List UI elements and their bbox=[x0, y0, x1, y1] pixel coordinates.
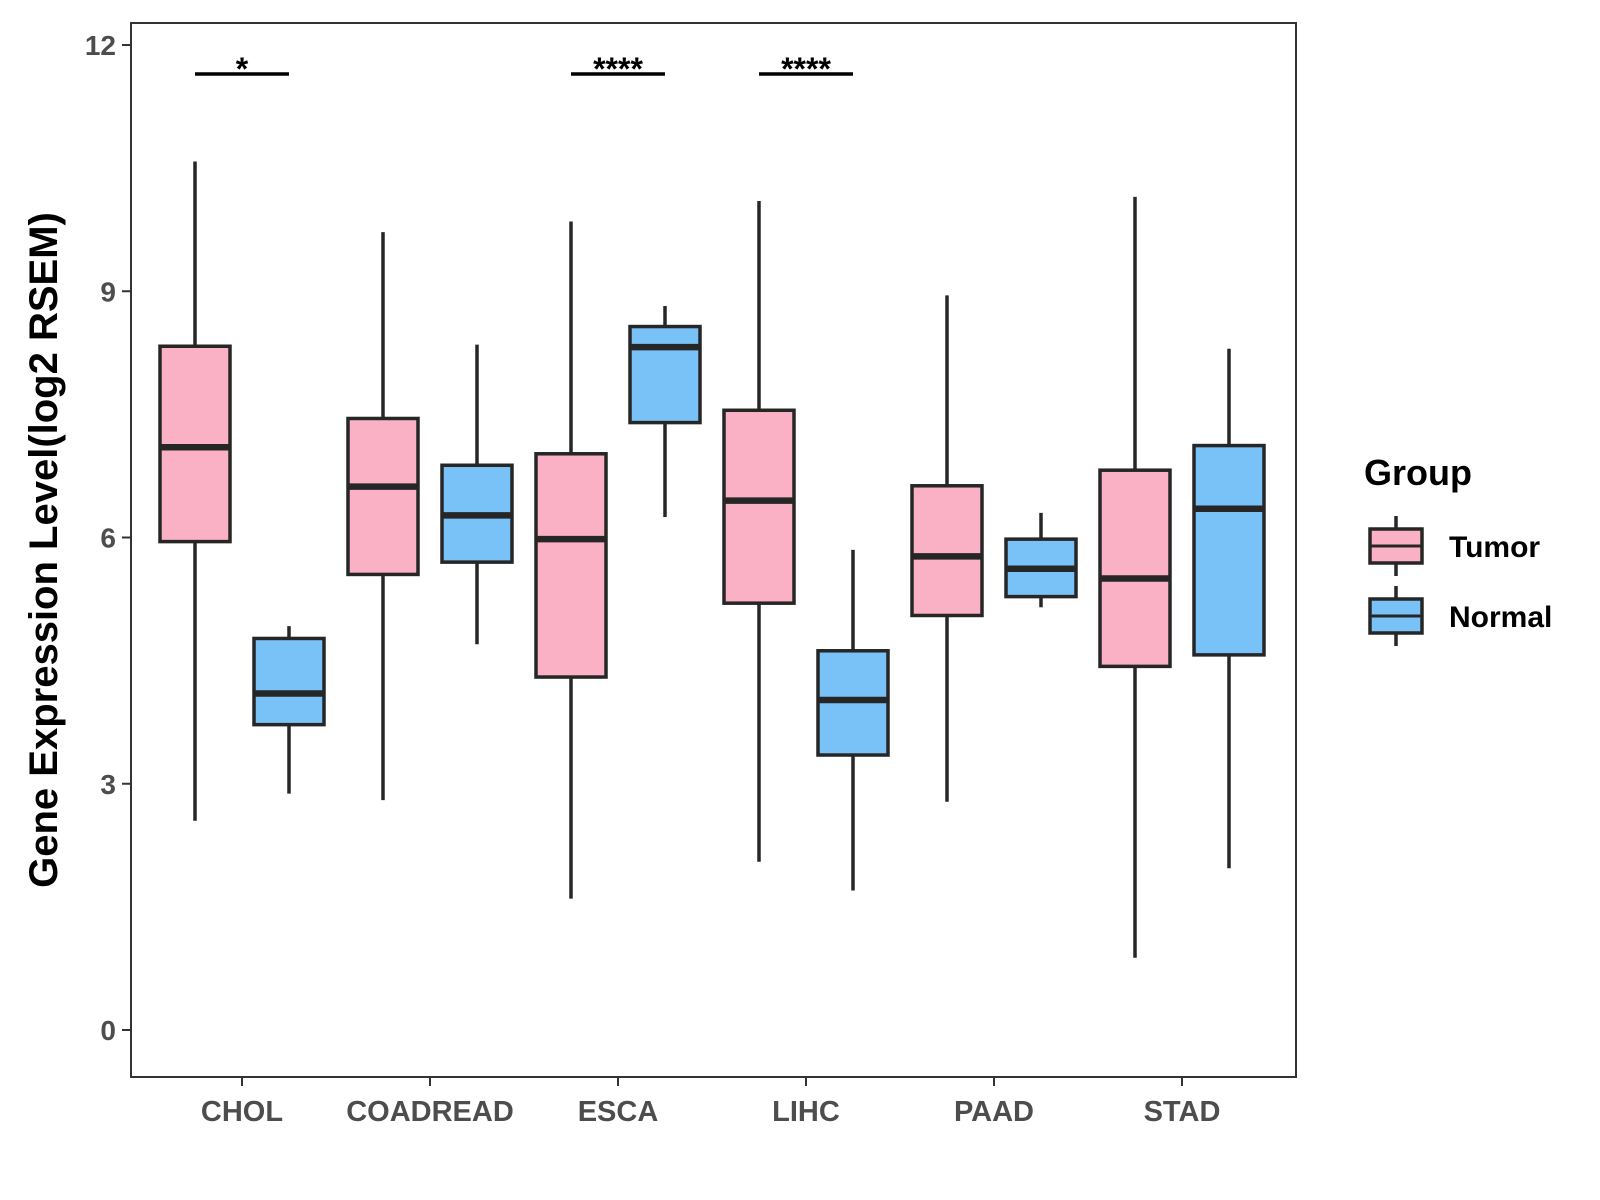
significance-label: * bbox=[236, 51, 249, 87]
y-axis-title: Gene Expression Level(log2 RSEM) bbox=[22, 212, 66, 888]
box-iqr bbox=[158, 344, 232, 544]
box-normal-chol bbox=[252, 626, 326, 794]
legend-label: Normal bbox=[1449, 601, 1552, 634]
legend-entry-tumor: Tumor bbox=[1368, 516, 1540, 576]
x-tick-label: PAAD bbox=[954, 1096, 1034, 1128]
box-iqr bbox=[1192, 443, 1266, 657]
box-normal-esca bbox=[628, 306, 702, 517]
y-tick-label: 3 bbox=[100, 769, 116, 800]
box-normal-stad bbox=[1192, 348, 1266, 869]
y-axis: 0 3 6 9 12 bbox=[85, 30, 131, 1046]
box-tumor-chol bbox=[158, 161, 232, 821]
box-iqr bbox=[346, 416, 420, 577]
box-tumor-coadread bbox=[346, 232, 420, 801]
y-tick-label: 12 bbox=[85, 30, 116, 61]
box-iqr bbox=[534, 452, 608, 679]
legend-entry-normal: Normal bbox=[1368, 586, 1552, 646]
significance-layer: * **** **** bbox=[195, 51, 853, 87]
x-tick-label: ESCA bbox=[578, 1096, 659, 1128]
legend: Group Tumor Normal bbox=[1364, 452, 1552, 646]
box-iqr bbox=[252, 636, 326, 727]
box-tumor-stad bbox=[1098, 196, 1172, 958]
x-tick-label: CHOL bbox=[201, 1096, 283, 1128]
y-tick-label: 9 bbox=[100, 276, 116, 307]
y-tick-label: 0 bbox=[100, 1015, 116, 1046]
box-iqr bbox=[722, 408, 796, 605]
box-iqr bbox=[1098, 468, 1172, 669]
significance-label: **** bbox=[781, 51, 831, 87]
boxes-layer bbox=[158, 161, 1266, 958]
box-tumor-paad bbox=[910, 295, 984, 802]
x-axis: CHOL COADREAD ESCA LIHC PAAD STAD bbox=[201, 1077, 1220, 1128]
x-tick-label: LIHC bbox=[772, 1096, 840, 1128]
legend-title: Group bbox=[1364, 452, 1472, 493]
significance-label: **** bbox=[593, 51, 643, 87]
box-tumor-lihc bbox=[722, 200, 796, 862]
legend-label: Tumor bbox=[1449, 531, 1540, 564]
box-normal-lihc bbox=[816, 549, 890, 891]
box-iqr bbox=[910, 484, 984, 618]
box-tumor-esca bbox=[534, 221, 608, 899]
x-tick-label: STAD bbox=[1144, 1096, 1221, 1128]
x-tick-label: COADREAD bbox=[346, 1096, 514, 1128]
y-tick-label: 6 bbox=[100, 523, 116, 554]
box-iqr bbox=[628, 324, 702, 425]
box-normal-coadread bbox=[440, 344, 514, 645]
box-normal-paad bbox=[1004, 512, 1078, 608]
